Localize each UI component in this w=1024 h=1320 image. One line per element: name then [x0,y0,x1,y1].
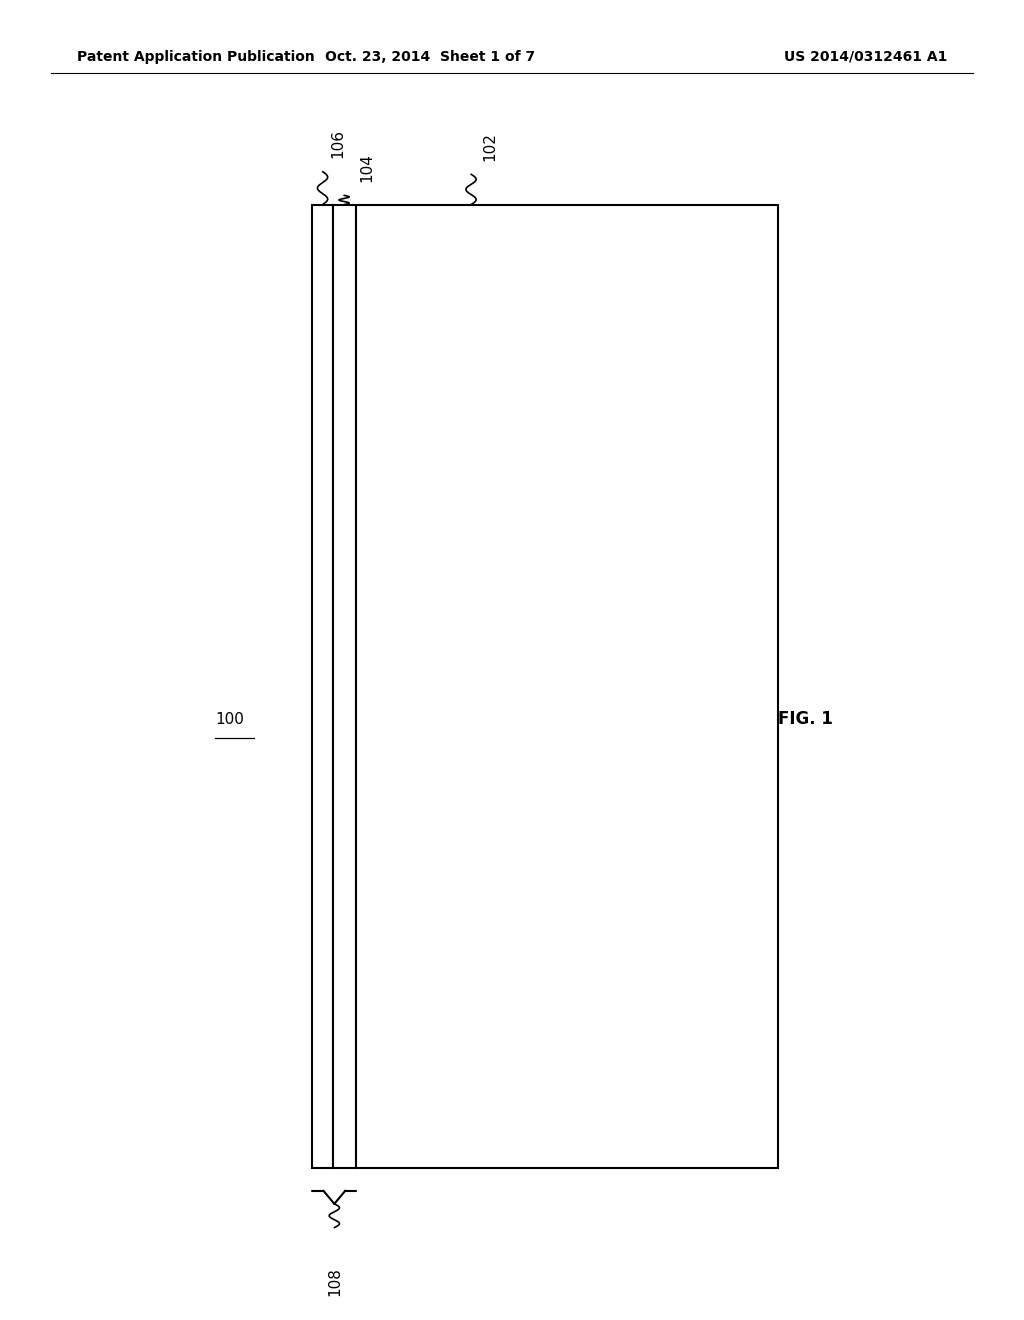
Bar [312,205,333,1168]
Text: Oct. 23, 2014  Sheet 1 of 7: Oct. 23, 2014 Sheet 1 of 7 [325,50,536,63]
Text: 102: 102 [482,132,497,161]
Text: 100: 100 [215,711,244,727]
Bar [356,205,778,1168]
Text: 108: 108 [328,1267,342,1296]
Bar [333,205,356,1168]
Text: FIG. 1: FIG. 1 [778,710,834,729]
Text: US 2014/0312461 A1: US 2014/0312461 A1 [783,50,947,63]
Text: Patent Application Publication: Patent Application Publication [77,50,314,63]
Text: 106: 106 [331,129,345,158]
Text: 104: 104 [359,153,374,182]
